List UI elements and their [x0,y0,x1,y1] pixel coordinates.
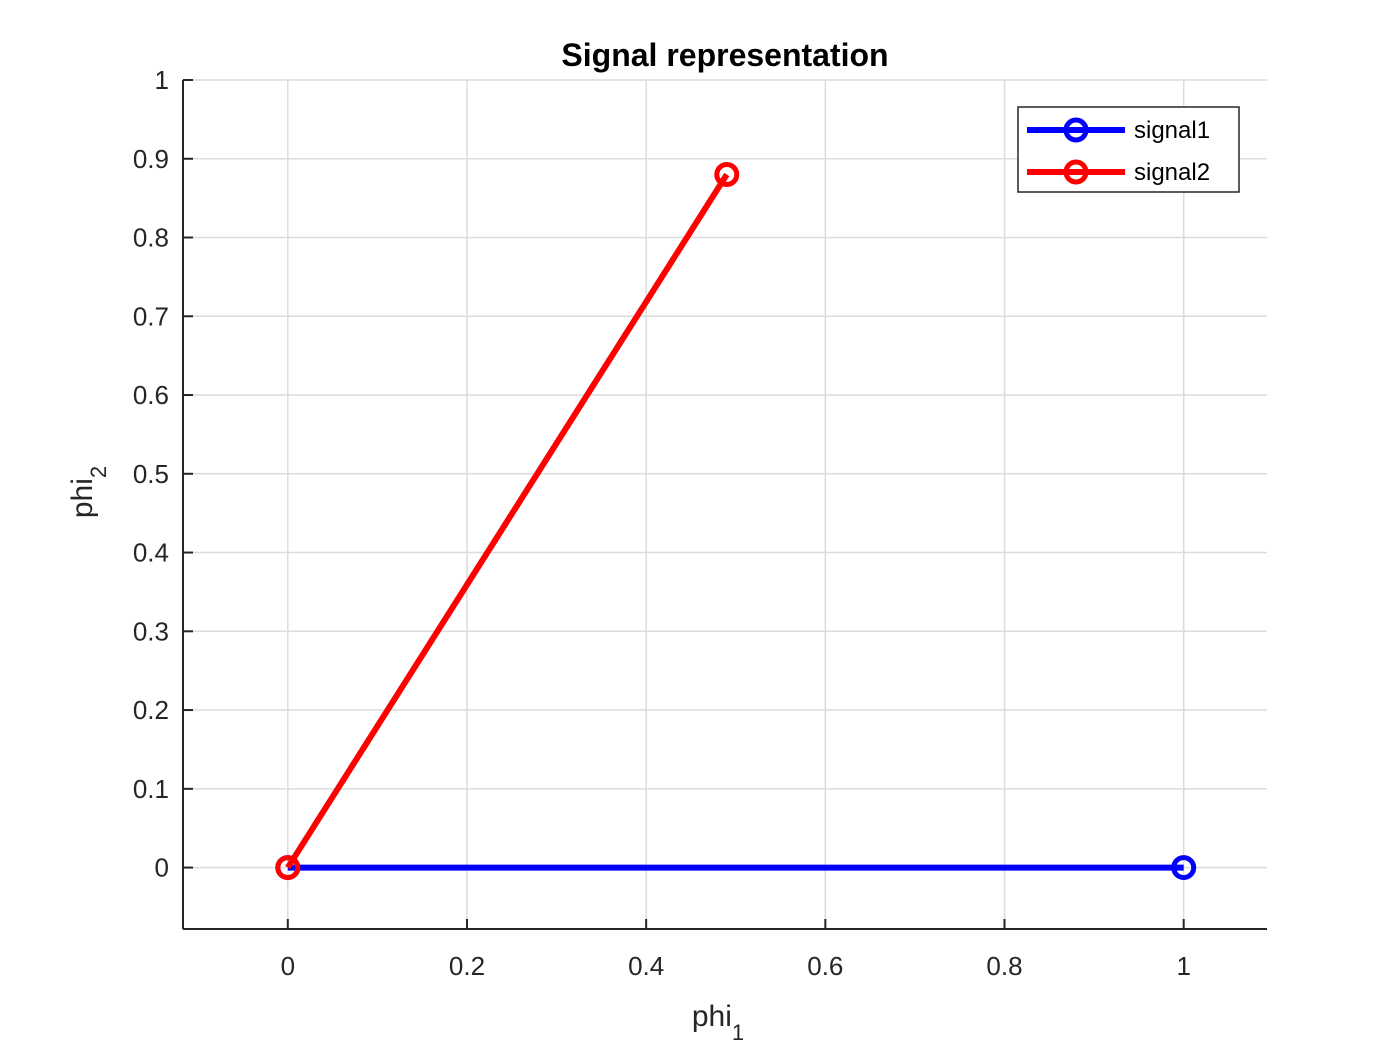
y-tick-label: 0.2 [133,695,169,725]
ticks: 0 0.2 0.4 0.6 0.8 1 0 0.1 0.2 0.3 0.4 0.5 0.6 0.7 0.8 0… [133,65,1191,981]
y-tick-label: 1 [155,65,169,95]
y-tick-label: 0.6 [133,380,169,410]
y-tick-label: 0.1 [133,774,169,804]
y-axis-label-subscript: 2 [86,466,111,478]
legend-swatch-marker-signal2 [1063,159,1089,185]
x-tick-label: 0.2 [449,951,485,981]
y-tick-label: 0.8 [133,223,169,253]
y-tick-label: 0 [155,853,169,883]
plot-series [275,162,1197,881]
data-point-signal2 [275,855,301,881]
legend-box [1017,106,1240,193]
series-signal2 [275,162,740,881]
x-axis-label-base: phi [692,1000,732,1033]
axes [182,80,1267,930]
y-axis-label: phi2 [66,466,111,518]
x-tick-label: 0.4 [628,951,664,981]
x-tick-label: 0 [281,951,295,981]
data-point-signal2 [714,162,740,188]
y-axis-label-group: phi2 [66,466,111,518]
chart-title: Signal representation [561,37,888,73]
legend: signal1 signal2 [1017,106,1240,193]
series-line-signal2 [285,172,730,870]
x-axis-label: phi1 [692,1000,744,1045]
data-point-signal1 [1171,855,1197,881]
x-tick-label: 1 [1176,951,1190,981]
y-tick-label: 0.3 [133,616,169,646]
grid [183,79,1267,929]
y-tick-label: 0.4 [133,538,169,568]
x-tick-label: 0.6 [807,951,843,981]
y-tick-label: 0.7 [133,301,169,331]
legend-label-signal1: signal1 [1134,117,1210,144]
y-tick-label: 0.9 [133,144,169,174]
x-axis-label-subscript: 1 [732,1020,744,1045]
legend-label-signal2: signal2 [1134,159,1210,186]
x-tick-label: 0.8 [986,951,1022,981]
series-signal1 [275,855,1197,881]
y-axis-label-base: phi [66,478,99,518]
y-tick-label: 0.5 [133,459,169,489]
legend-swatch-marker-signal1 [1063,117,1089,143]
